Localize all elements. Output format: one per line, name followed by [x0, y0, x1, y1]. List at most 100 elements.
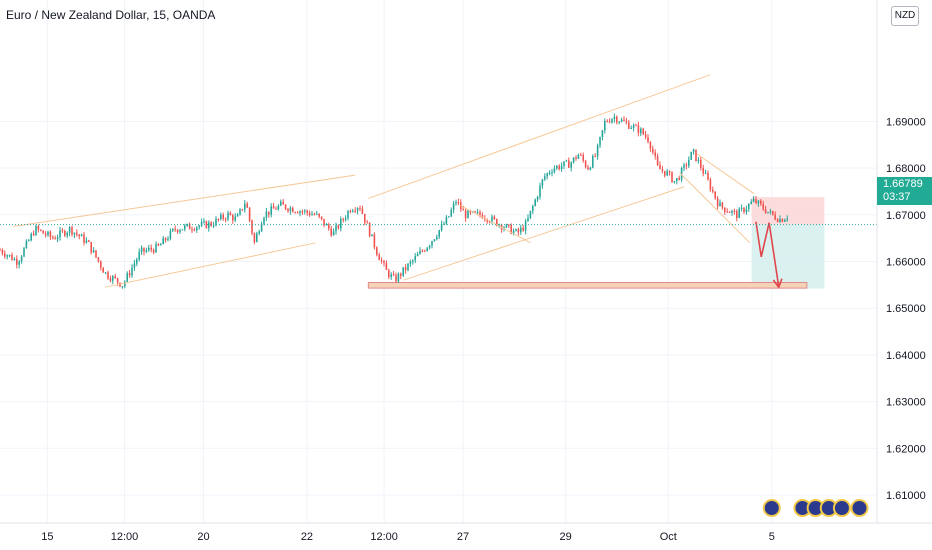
candle-body — [508, 224, 510, 226]
y-tick-label: 1.67000 — [886, 210, 926, 222]
candle-body — [320, 216, 323, 219]
candle-body — [582, 155, 584, 161]
stop-loss-zone — [751, 197, 825, 225]
candle-body — [498, 224, 500, 226]
candle-body — [18, 261, 20, 265]
candle-body — [584, 160, 587, 168]
y-tick-label: 1.63000 — [886, 397, 926, 409]
candle-body — [700, 159, 702, 168]
candle-body — [541, 179, 544, 186]
candle-body — [301, 211, 304, 213]
candle-body — [512, 230, 515, 234]
candle-body — [457, 202, 460, 204]
candle-body — [366, 222, 368, 224]
candle-body — [661, 169, 664, 171]
candle-body — [68, 227, 71, 233]
candle-body — [745, 209, 748, 212]
candle-body — [426, 247, 428, 252]
candle-body — [131, 267, 133, 276]
candle-body — [227, 212, 229, 220]
currency-button[interactable]: NZD — [891, 6, 919, 26]
candle-body — [6, 255, 8, 257]
event-icon-inner — [834, 501, 849, 515]
candle-body — [95, 250, 97, 258]
x-tick-label: 5 — [769, 531, 775, 543]
candle-body — [388, 269, 390, 278]
x-tick-label: Oct — [660, 531, 677, 543]
candle-body — [424, 250, 426, 252]
candle-body — [88, 240, 90, 242]
candle-body — [479, 211, 481, 216]
candle-body — [304, 210, 306, 212]
candle-body — [40, 229, 42, 231]
candle-body — [335, 225, 337, 232]
shapes-background — [367, 197, 825, 289]
candle-body — [152, 249, 155, 253]
candle-body — [414, 256, 416, 261]
candles — [0, 113, 788, 289]
candle-body — [128, 273, 131, 276]
candle-body — [476, 211, 479, 213]
candle-body — [354, 210, 356, 212]
candle-body — [488, 221, 491, 223]
candle-body — [680, 168, 683, 180]
candle-body — [558, 165, 560, 170]
x-tick-label: 20 — [197, 531, 209, 543]
candle-body — [649, 142, 652, 149]
candle-body — [728, 211, 731, 213]
candle-body — [486, 219, 488, 222]
candle-body — [0, 249, 1, 251]
candle-body — [126, 273, 128, 282]
candle-body — [292, 207, 294, 213]
candle-body — [659, 165, 661, 170]
candle-body — [184, 225, 186, 230]
candle-body — [580, 154, 582, 156]
support-zone-rectangle — [367, 282, 808, 289]
y-tick-label: 1.69000 — [886, 116, 926, 128]
candle-body — [133, 263, 136, 268]
candle-body — [263, 217, 265, 224]
candle-body — [726, 211, 728, 213]
y-axis-labels: 1.61000 1.62000 1.63000 1.64000 1.65000 1.660… — [886, 116, 926, 502]
candle-body — [296, 212, 299, 214]
event-icon-inner — [808, 501, 823, 515]
candle-body — [695, 149, 697, 161]
candle-body — [438, 230, 440, 237]
candle-body — [644, 134, 647, 138]
candle-body — [709, 179, 712, 190]
candle-body — [244, 203, 246, 210]
candle-body — [282, 201, 284, 205]
candle-body — [779, 218, 781, 222]
candle-body — [28, 240, 30, 242]
candle-body — [160, 244, 162, 246]
candle-body — [44, 233, 47, 236]
candle-body — [522, 227, 524, 231]
candle-body — [378, 254, 380, 261]
candle-body — [56, 237, 59, 239]
candle-body — [572, 157, 575, 163]
candle-body — [428, 245, 431, 248]
candle-body — [397, 273, 400, 282]
candle-body — [121, 286, 124, 288]
candle-body — [524, 221, 527, 231]
event-icon-inner — [821, 501, 836, 515]
trendline — [460, 205, 531, 244]
candle-body — [455, 202, 457, 204]
candle-body — [740, 207, 743, 209]
candle-body — [668, 171, 671, 173]
candle-body — [203, 221, 205, 223]
candle-body — [786, 218, 788, 220]
grid — [0, 0, 877, 523]
candle-body — [462, 209, 464, 211]
candle-body — [760, 200, 762, 204]
candle-body — [738, 208, 740, 219]
x-tick-label: 22 — [301, 531, 313, 543]
candle-body — [724, 207, 726, 212]
candle-body — [445, 217, 448, 224]
candle-body — [764, 209, 767, 213]
candle-body — [697, 159, 700, 161]
candle-body — [306, 210, 308, 213]
candle-body — [138, 251, 140, 260]
candle-body — [611, 119, 613, 123]
